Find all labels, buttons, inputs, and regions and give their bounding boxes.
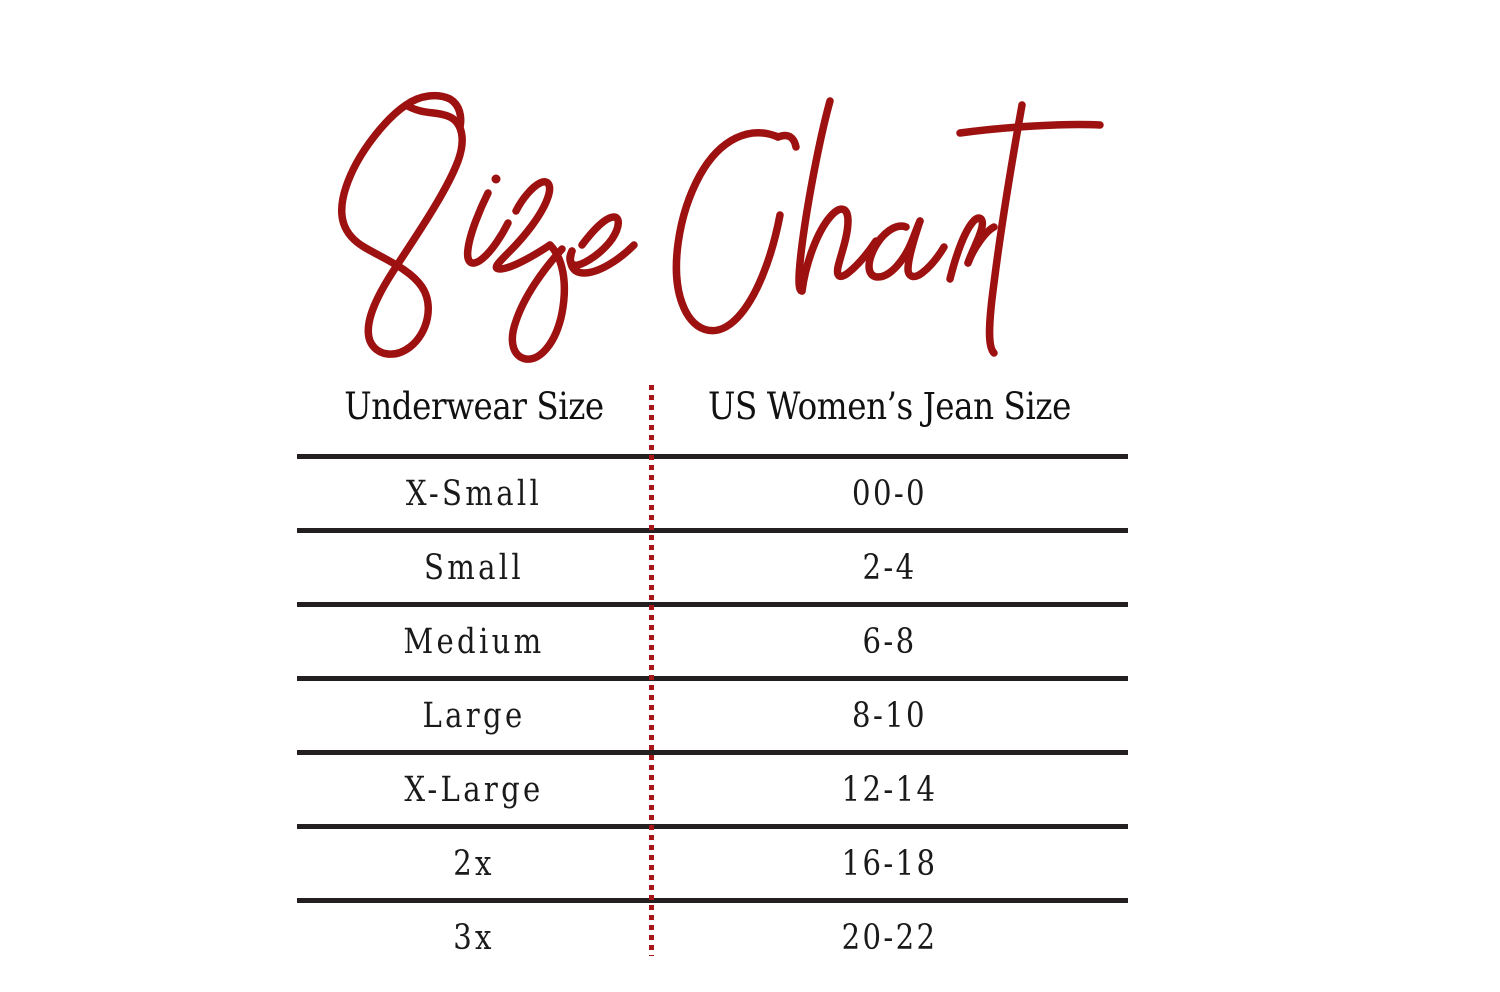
- cell-text: 16-18: [841, 843, 938, 884]
- cell-underwear-size: 2x: [308, 827, 641, 901]
- table-header-row: Underwear Size US Women’s Jean Size: [297, 385, 1128, 457]
- table-body: X-Small 00-0 Small 2-4 Medium 6-8 Large …: [297, 457, 1128, 973]
- table-header: Underwear Size US Women’s Jean Size: [297, 385, 1128, 457]
- cell-text: 12-14: [841, 769, 938, 810]
- table-row: 2x 16-18: [297, 827, 1128, 901]
- column-header-underwear-size: Underwear Size: [344, 385, 604, 428]
- cell-jean-size: 12-14: [665, 753, 1113, 827]
- cell-text: 00-0: [852, 473, 927, 514]
- cell-jean-size: 6-8: [665, 605, 1113, 679]
- cell-underwear-size: 3x: [308, 901, 641, 973]
- page-title: Size Chart: [0, 50, 1500, 380]
- cell-jean-size: 2-4: [665, 531, 1113, 605]
- size-chart-script-title: [338, 91, 1104, 363]
- cell-text: Small: [423, 547, 525, 588]
- cell-text: 2-4: [862, 547, 917, 588]
- cell-jean-size: 16-18: [665, 827, 1113, 901]
- vertical-dotted-divider: [649, 385, 654, 956]
- cell-text: 6-8: [862, 621, 917, 662]
- table-row: Medium 6-8: [297, 605, 1128, 679]
- column-header-jean-size: US Women’s Jean Size: [708, 385, 1071, 428]
- size-chart-table: Underwear Size US Women’s Jean Size X-Sm…: [297, 385, 1128, 972]
- size-chart-table-wrapper: Underwear Size US Women’s Jean Size X-Sm…: [297, 385, 1128, 958]
- table-row: 3x 20-22: [297, 901, 1128, 973]
- cell-text: 20-22: [841, 917, 938, 958]
- cell-text: Medium: [403, 621, 545, 662]
- cell-jean-size: 20-22: [665, 901, 1113, 973]
- table-row: X-Small 00-0: [297, 457, 1128, 531]
- cell-jean-size: 8-10: [665, 679, 1113, 753]
- table-row: X-Large 12-14: [297, 753, 1128, 827]
- cell-text: X-Large: [404, 769, 544, 810]
- cell-text: 3x: [453, 917, 495, 958]
- cell-underwear-size: X-Small: [308, 457, 641, 531]
- cell-jean-size: 00-0: [665, 457, 1113, 531]
- cell-underwear-size: X-Large: [308, 753, 641, 827]
- table-row: Large 8-10: [297, 679, 1128, 753]
- cell-text: 2x: [453, 843, 495, 884]
- table-row: Small 2-4: [297, 531, 1128, 605]
- cell-text: 8-10: [852, 695, 927, 736]
- cell-underwear-size: Small: [308, 531, 641, 605]
- cell-text: Large: [422, 695, 526, 736]
- cell-underwear-size: Large: [308, 679, 641, 753]
- cell-text: X-Small: [405, 473, 543, 514]
- cell-underwear-size: Medium: [308, 605, 641, 679]
